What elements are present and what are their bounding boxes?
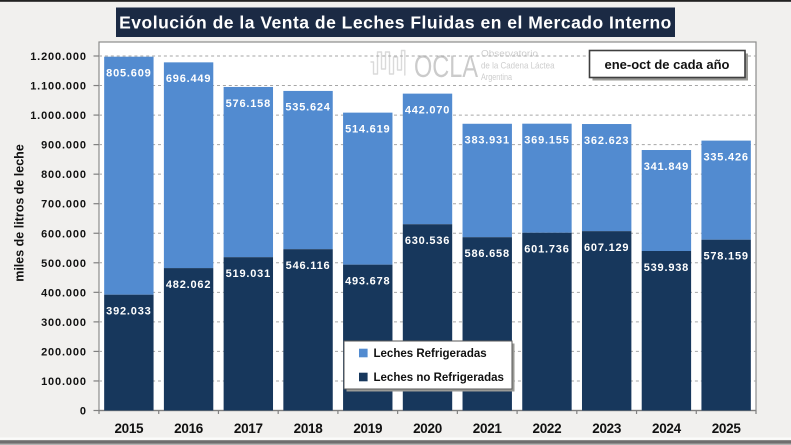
svg-text:Leches no Refrigeradas: Leches no Refrigeradas: [374, 372, 504, 384]
svg-text:601.736: 601.736: [524, 244, 569, 256]
svg-text:400.000: 400.000: [41, 287, 87, 299]
svg-text:200.000: 200.000: [41, 346, 87, 358]
svg-text:369.155: 369.155: [524, 134, 569, 146]
svg-text:2018: 2018: [294, 421, 324, 436]
svg-text:519.031: 519.031: [226, 268, 271, 280]
svg-text:442.070: 442.070: [405, 104, 450, 116]
svg-text:576.158: 576.158: [226, 98, 271, 110]
svg-text:Argentina: Argentina: [481, 72, 513, 83]
svg-text:2025: 2025: [712, 421, 742, 436]
svg-text:805.609: 805.609: [106, 68, 151, 80]
svg-text:630.536: 630.536: [405, 235, 450, 247]
svg-text:700.000: 700.000: [41, 199, 87, 211]
svg-text:2021: 2021: [473, 421, 503, 436]
svg-text:362.623: 362.623: [584, 135, 629, 147]
svg-text:2017: 2017: [234, 421, 263, 436]
svg-text:2019: 2019: [353, 421, 382, 436]
svg-text:500.000: 500.000: [41, 258, 87, 270]
svg-text:493.678: 493.678: [345, 275, 390, 287]
svg-text:482.062: 482.062: [166, 279, 211, 291]
svg-text:535.624: 535.624: [285, 102, 330, 114]
svg-text:383.931: 383.931: [465, 135, 510, 147]
svg-text:2023: 2023: [592, 421, 622, 436]
svg-text:341.849: 341.849: [644, 161, 689, 173]
svg-text:2020: 2020: [413, 421, 442, 436]
svg-text:Leches Refrigeradas: Leches Refrigeradas: [374, 348, 487, 360]
svg-text:2015: 2015: [114, 421, 144, 436]
svg-text:0: 0: [80, 406, 87, 418]
svg-text:OCLA: OCLA: [414, 48, 478, 84]
svg-text:Observatorio: Observatorio: [481, 49, 538, 60]
svg-text:1.200.000: 1.200.000: [30, 51, 87, 63]
svg-text:514.619: 514.619: [345, 123, 390, 135]
svg-text:539.938: 539.938: [644, 262, 689, 274]
svg-text:2024: 2024: [652, 421, 682, 436]
svg-text:2022: 2022: [533, 421, 562, 436]
svg-text:600.000: 600.000: [41, 228, 87, 240]
svg-text:335.426: 335.426: [703, 151, 748, 163]
svg-text:Evolución de la Venta de Lech: Evolución de la Venta de Leches Fluidas …: [119, 13, 672, 33]
svg-text:696.449: 696.449: [166, 73, 211, 85]
svg-text:607.129: 607.129: [584, 242, 629, 254]
svg-text:392.033: 392.033: [106, 305, 151, 317]
svg-text:de la Cadena Láctea: de la Cadena Láctea: [481, 60, 555, 71]
svg-text:miles de litros de leche: miles de litros de leche: [13, 144, 27, 282]
svg-text:300.000: 300.000: [41, 317, 87, 329]
svg-text:100.000: 100.000: [41, 376, 87, 388]
svg-text:800.000: 800.000: [41, 169, 87, 181]
svg-text:ene-oct de cada año: ene-oct de cada año: [605, 57, 730, 72]
svg-text:2016: 2016: [174, 421, 204, 436]
svg-text:586.658: 586.658: [465, 248, 510, 260]
svg-text:1.100.000: 1.100.000: [30, 81, 87, 93]
svg-text:900.000: 900.000: [41, 140, 87, 152]
svg-text:578.159: 578.159: [703, 251, 748, 263]
svg-text:1.000.000: 1.000.000: [30, 110, 87, 122]
svg-text:546.116: 546.116: [286, 260, 331, 272]
